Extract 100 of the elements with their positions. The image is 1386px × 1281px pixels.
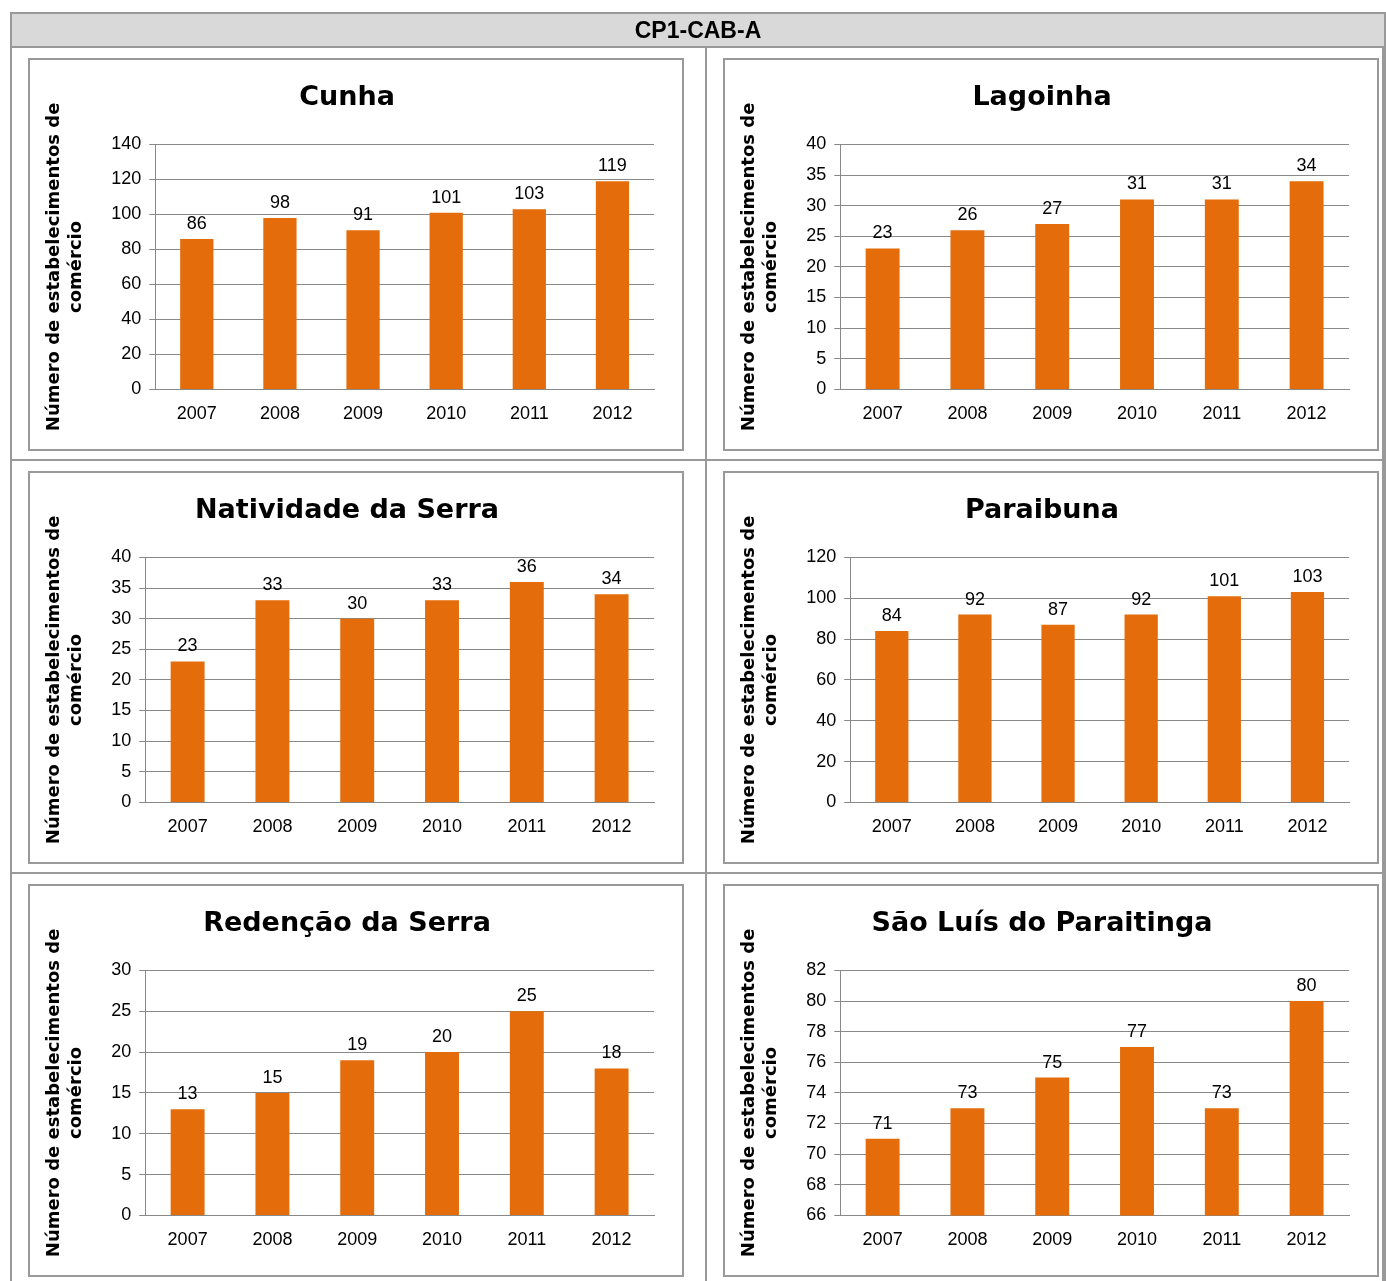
- chart-title: Redenção da Serra: [203, 906, 491, 938]
- y-tick-label: 70: [806, 1143, 827, 1164]
- y-tick-label: 0: [121, 791, 132, 812]
- x-tick-label: 2007: [862, 403, 903, 424]
- x-tick-label: 2008: [252, 1229, 293, 1250]
- bar: [1041, 624, 1075, 802]
- y-tick-label: 82: [806, 959, 827, 980]
- data-label: 13: [177, 1083, 198, 1104]
- data-label: 36: [516, 555, 537, 576]
- x-tick-label: 2011: [1202, 403, 1242, 424]
- bar: [429, 212, 463, 389]
- y-axis-title: Número de estabelecimentos de comércio: [737, 515, 781, 845]
- bar: [875, 630, 909, 802]
- y-tick-label: 15: [111, 1081, 132, 1102]
- y-tick-label: 20: [121, 343, 142, 364]
- y-tick-label: 120: [111, 168, 142, 189]
- y-tick-label: 40: [806, 133, 827, 154]
- y-tick-label: 5: [121, 760, 132, 781]
- y-tick-label: 68: [806, 1173, 827, 1194]
- chart-title: São Luís do Paraitinga: [871, 906, 1213, 938]
- y-tick-label: 40: [121, 308, 142, 329]
- y-axis-title: Número de estabelecimentos de comércio: [42, 102, 86, 432]
- data-label: 71: [872, 1112, 893, 1133]
- data-label: 75: [1042, 1051, 1063, 1072]
- data-label: 86: [186, 212, 207, 233]
- y-tick-label: 60: [121, 273, 142, 294]
- text: CP1-CAB-A: [12, 14, 1384, 48]
- y-tick-label: 20: [816, 750, 837, 771]
- data-label: 23: [177, 635, 198, 656]
- bar: [346, 230, 380, 389]
- y-tick-label: 5: [121, 1163, 132, 1184]
- bar: [509, 1011, 544, 1215]
- y-tick-label: 80: [806, 989, 827, 1010]
- data-label: 101: [1209, 570, 1240, 591]
- data-label: 92: [964, 588, 985, 609]
- y-tick-label: 25: [806, 225, 827, 246]
- data-label: 73: [957, 1082, 978, 1103]
- data-label: 91: [353, 204, 374, 225]
- y-tick-label: 140: [111, 133, 142, 154]
- chart-title: Cunha: [299, 80, 395, 112]
- y-tick-label: 0: [121, 1204, 132, 1225]
- data-label: 119: [598, 155, 627, 176]
- data-label: 26: [957, 204, 978, 225]
- bar: [170, 661, 205, 802]
- y-axis-title: Número de estabelecimentos de comércio: [42, 928, 86, 1258]
- data-label: 103: [1292, 566, 1323, 587]
- y-tick-label: 78: [806, 1020, 827, 1041]
- x-tick-label: 2012: [591, 816, 632, 837]
- x-tick-label: 2009: [337, 1229, 378, 1250]
- data-label: 34: [601, 568, 622, 589]
- data-label: 77: [1126, 1020, 1148, 1041]
- bar: [1290, 592, 1325, 802]
- y-tick-label: 5: [816, 347, 827, 368]
- y-tick-label: 35: [111, 576, 132, 597]
- x-tick-label: 2011: [509, 403, 549, 424]
- y-tick-label: 74: [806, 1081, 827, 1102]
- chart-title: Lagoinha: [972, 80, 1112, 112]
- data-label: 33: [262, 574, 283, 595]
- data-label: 20: [431, 1026, 453, 1047]
- x-tick-label: 2010: [426, 403, 467, 424]
- x-tick-label: 2007: [167, 816, 208, 837]
- y-axis-title: Número de estabelecimentos de comércio: [42, 515, 86, 845]
- x-tick-label: 2008: [954, 816, 995, 837]
- y-tick-label: 15: [111, 699, 132, 720]
- data-label: 33: [431, 574, 453, 595]
- data-label: 80: [1296, 974, 1317, 995]
- x-tick-label: 2007: [167, 1229, 208, 1250]
- x-tick-label: 2008: [252, 816, 293, 837]
- y-tick-label: 66: [806, 1204, 827, 1225]
- y-tick-label: 10: [111, 730, 132, 751]
- y-tick-label: 35: [806, 163, 827, 184]
- y-tick-label: 80: [816, 628, 837, 649]
- x-tick-label: 2012: [591, 1229, 632, 1250]
- x-tick-label: 2009: [343, 403, 384, 424]
- x-tick-label: 2009: [1032, 1229, 1073, 1250]
- x-tick-label: 2012: [1286, 403, 1327, 424]
- y-tick-label: 100: [111, 203, 142, 224]
- x-tick-label: 2009: [1032, 403, 1073, 424]
- bar: [263, 217, 297, 389]
- bar: [1204, 199, 1239, 389]
- y-tick-label: 30: [806, 194, 827, 215]
- data-label: 98: [269, 191, 290, 212]
- bar: [595, 181, 630, 389]
- x-tick-label: 2011: [507, 816, 547, 837]
- bar: [425, 600, 459, 802]
- y-tick-label: 20: [111, 1041, 132, 1062]
- bar: [512, 209, 546, 389]
- bar: [865, 248, 900, 389]
- y-tick-label: 10: [111, 1122, 132, 1143]
- data-label: 27: [1042, 197, 1063, 218]
- x-tick-label: 2010: [1116, 1229, 1158, 1250]
- x-tick-label: 2012: [1287, 816, 1328, 837]
- data-label: 84: [881, 604, 902, 625]
- bar: [509, 581, 544, 802]
- bar: [594, 1068, 629, 1215]
- data-label: 73: [1211, 1082, 1232, 1103]
- y-tick-label: 120: [806, 546, 837, 567]
- bar: [1124, 614, 1158, 802]
- y-axis-title: Número de estabelecimentos de comércio: [737, 102, 781, 432]
- data-label: 92: [1131, 588, 1152, 609]
